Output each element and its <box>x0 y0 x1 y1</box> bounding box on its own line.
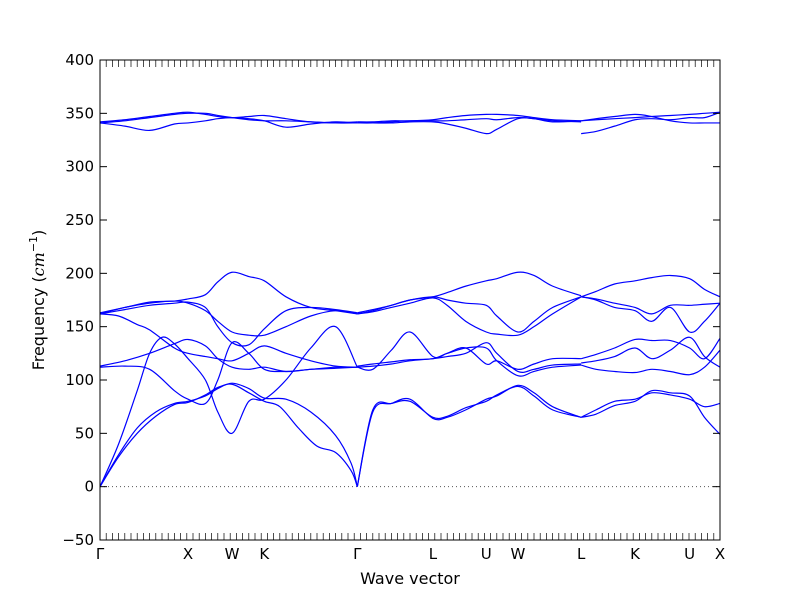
band-line-8 <box>99 271 358 315</box>
band-line-29 <box>580 296 721 333</box>
y-tick-label: 300 <box>65 158 94 176</box>
x-tick-label: L <box>429 545 438 563</box>
band-line-31 <box>580 274 721 298</box>
ticks-layer <box>100 59 720 541</box>
x-tick-label: K <box>259 545 270 563</box>
band-line-27 <box>581 336 721 368</box>
band-line-2 <box>99 382 358 487</box>
y-tick-label: 350 <box>65 104 94 122</box>
x-tick-label: U <box>481 545 492 563</box>
x-axis-title: Wave vector <box>360 569 460 588</box>
y-axis-title-close: ) <box>29 230 48 236</box>
x-tick-label: X <box>183 545 193 563</box>
x-tick-label: L <box>577 545 586 563</box>
band-line-22 <box>357 116 582 124</box>
band-line-25 <box>580 389 721 435</box>
y-tick-label: 50 <box>75 424 94 442</box>
band-line-17 <box>357 347 582 370</box>
band-line-34 <box>581 113 720 124</box>
band-line-30 <box>581 296 721 315</box>
y-axis-title-text: Frequency ( <box>29 276 48 370</box>
y-tick-label: −50 <box>62 531 94 549</box>
y-tick-label: 150 <box>65 318 94 336</box>
y-tick-label: 100 <box>65 371 94 389</box>
band-line-7 <box>99 300 358 337</box>
band-line-28 <box>580 338 721 360</box>
x-tick-label: W <box>510 545 525 563</box>
band-line-5 <box>99 338 358 373</box>
x-tick-label: W <box>225 545 240 563</box>
band-line-1 <box>99 383 358 487</box>
y-axis-title-exponent: −1 <box>27 236 40 252</box>
y-tick-label: 400 <box>65 51 94 69</box>
plot-frame <box>99 59 721 541</box>
y-axis-title-unit: cm <box>29 252 48 276</box>
y-axis-title: Frequency (cm−1) <box>27 230 48 371</box>
band-line-20 <box>357 271 582 314</box>
band-line-10 <box>99 117 358 132</box>
x-tick-label: K <box>630 545 641 563</box>
band-line-32 <box>581 111 721 135</box>
band-line-16 <box>357 342 582 374</box>
band-line-18 <box>357 296 582 337</box>
y-tick-label: 0 <box>84 478 94 496</box>
x-tick-label: Γ <box>353 545 362 563</box>
x-tick-label: U <box>684 545 695 563</box>
bands-layer <box>99 111 721 487</box>
band-line-24 <box>580 392 721 418</box>
x-tick-label: Γ <box>96 545 105 563</box>
band-line-26 <box>580 349 721 376</box>
band-line-9 <box>99 301 358 347</box>
y-tick-label: 200 <box>65 264 94 282</box>
y-tick-label: 250 <box>65 211 94 229</box>
band-line-3 <box>99 325 358 487</box>
band-line-6 <box>99 313 358 368</box>
x-tick-label: X <box>715 545 725 563</box>
band-line-12 <box>99 111 358 124</box>
band-line-14 <box>356 385 582 487</box>
band-line-23 <box>357 113 582 123</box>
